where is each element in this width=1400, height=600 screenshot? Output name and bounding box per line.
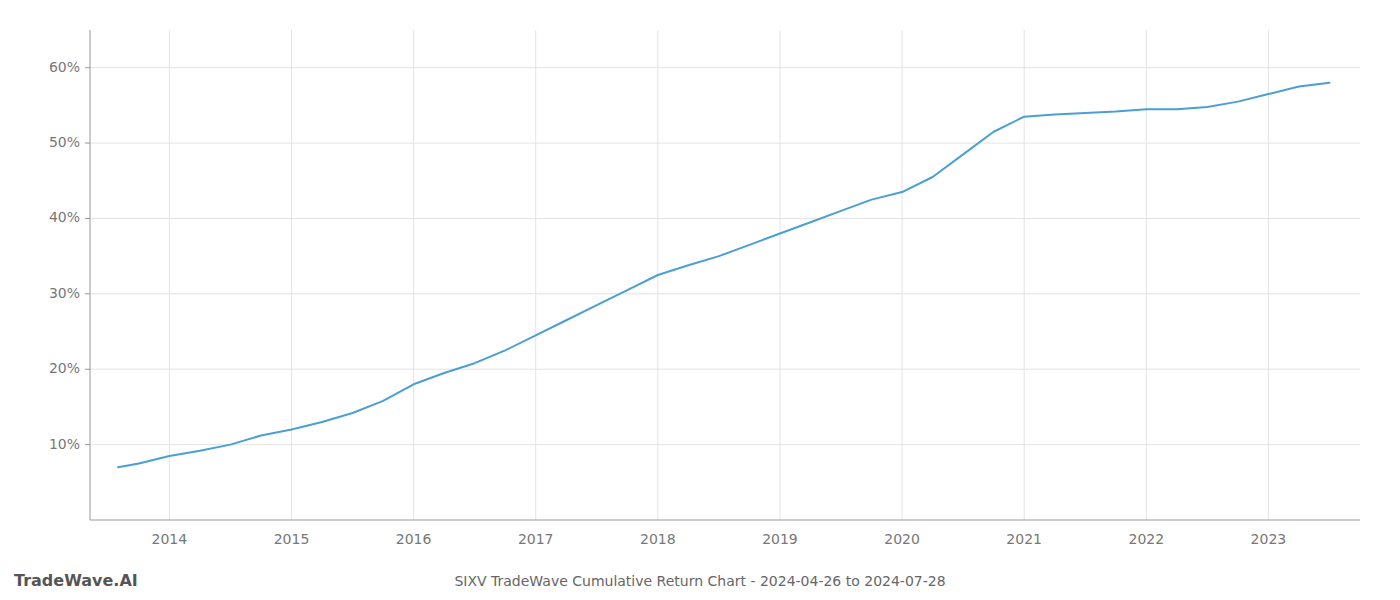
y-tick [85,67,90,68]
y-tick [85,369,90,370]
x-grid-line [1146,30,1147,520]
x-grid-line [779,30,780,520]
y-tick-label: 60% [49,59,80,75]
x-tick-label: 2017 [518,531,554,547]
axes: 2014 2015 2016 2017 2018 2019 2020 2021 2022 2023… [49,30,1360,547]
y-tick [85,444,90,445]
y-tick-label: 30% [49,285,80,301]
title: SIXV TradeWave Cumulative Return Chart -… [454,573,945,589]
x-tick-label: 2014 [152,531,188,547]
x-grid-line [1268,30,1269,520]
x-grid-line [535,30,536,520]
y-grid-line [90,444,1360,445]
y-tick-label: 10% [49,436,80,452]
grid [90,30,1360,520]
x-tick-label: 2016 [396,531,432,547]
x-grid-line [291,30,292,520]
x-tick-label: 2021 [1006,531,1042,547]
y-tick [85,143,90,144]
y-grid-line [90,293,1360,294]
x-tick-label: 2019 [762,531,798,547]
y-tick-label: 40% [49,209,80,225]
watermark: TradeWave.AI [14,571,138,590]
x-grid-line [902,30,903,520]
x-grid-line [413,30,414,520]
y-axis-line [90,30,91,520]
x-tick-label: 2023 [1251,531,1287,547]
y-tick-label: 20% [49,360,80,376]
y-tick [85,293,90,294]
line [118,83,1329,467]
x-tick-label: 2020 [884,531,920,547]
y-tick-label: 50% [49,134,80,150]
x-axis-line [90,520,1360,521]
x-grid-line [1024,30,1025,520]
plot-area [118,83,1329,467]
y-grid-line [90,143,1360,144]
x-tick-label: 2015 [274,531,310,547]
x-tick-label: 2022 [1128,531,1164,547]
chart: 2014 2015 2016 2017 2018 2019 2020 2021 2022 2023… [0,0,1400,600]
y-tick [85,218,90,219]
x-grid-line [169,30,170,520]
y-grid-line [90,369,1360,370]
x-tick-label: 2018 [640,531,676,547]
y-grid-line [90,218,1360,219]
y-grid-line [90,67,1360,68]
